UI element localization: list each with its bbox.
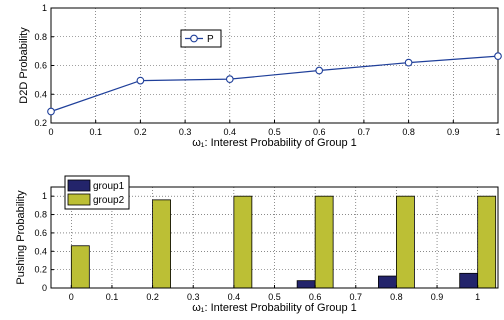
line-legend-label: P bbox=[207, 34, 214, 45]
line-chart-x-tick-label: 0.3 bbox=[179, 127, 192, 137]
bar-group2 bbox=[396, 195, 415, 289]
bar-chart-ticks: 0 0.1 0.2 0.3 0.4 0.5 0.6 0.7 0.8 0.9 1 0 0.2 0.4 0.6 0… bbox=[34, 191, 480, 302]
line-chart-x-axis-label: ω₁: Interest Probability of Group 1 bbox=[192, 137, 357, 149]
bar-group1 bbox=[459, 272, 479, 289]
line-chart-x-tick-label: 0.1 bbox=[89, 127, 102, 137]
line-point-marker bbox=[47, 107, 55, 116]
bar-chart-x-tick-label: 0.7 bbox=[350, 292, 363, 302]
bar-group2 bbox=[152, 199, 171, 289]
bar-chart-y-tick-label: 1 bbox=[42, 191, 47, 201]
line-point-marker bbox=[404, 58, 413, 67]
line-point-marker bbox=[494, 52, 502, 61]
line-chart-legend: P bbox=[180, 29, 222, 48]
bar-legend-swatch bbox=[67, 179, 91, 192]
line-chart-y-tick-label: 0.8 bbox=[34, 32, 47, 42]
line-chart-x-tick-label: 0.9 bbox=[447, 127, 460, 137]
bar-chart-panel: 0 0.1 0.2 0.3 0.4 0.5 0.6 0.7 0.8 0.9 1 0 0.2 0.4 0.6 0… bbox=[15, 175, 499, 314]
bar-legend-swatch bbox=[67, 193, 91, 206]
bar-group2 bbox=[477, 195, 497, 289]
bar-chart-legend: group1 group2 bbox=[64, 175, 130, 210]
line-chart-x-tick-label: 0.4 bbox=[224, 127, 237, 137]
bar-chart-y-tick-label: 0.4 bbox=[34, 246, 47, 256]
line-chart-x-tick-label: 0.2 bbox=[134, 127, 147, 137]
bar-chart-x-tick-label: 0 bbox=[69, 292, 74, 302]
line-point-marker bbox=[225, 75, 234, 84]
line-chart-x-tick-label: 0.6 bbox=[313, 127, 326, 137]
line-chart-y-tick-label: 0.2 bbox=[34, 118, 47, 128]
bar-chart-x-tick-label: 0.9 bbox=[431, 292, 444, 302]
line-chart-y-tick-label: 1 bbox=[42, 3, 47, 13]
line-point-marker bbox=[315, 66, 324, 75]
bar-group2 bbox=[70, 245, 90, 289]
bar-chart-x-tick-label: 0.1 bbox=[106, 292, 119, 302]
line-chart-x-tick-label: 0.5 bbox=[268, 127, 281, 137]
bar-chart-x-axis-label: ω₁: Interest Probability of Group 1 bbox=[192, 302, 357, 314]
bar-group1 bbox=[296, 280, 316, 289]
line-chart-panel: 0 0.1 0.2 0.3 0.4 0.5 0.6 0.7 0.8 0.9 1 0.2 0.4 0.6 0.… bbox=[18, 3, 502, 149]
bar-chart-x-tick-label: 0.8 bbox=[390, 292, 403, 302]
bar-chart-y-tick-label: 0 bbox=[42, 283, 47, 293]
bar-group2 bbox=[233, 195, 253, 289]
line-chart-grid bbox=[51, 8, 498, 123]
line-chart-x-tick-label: 0.7 bbox=[358, 127, 371, 137]
bar-chart-x-tick-label: 0.4 bbox=[228, 292, 241, 302]
bar-chart-x-tick-label: 0.6 bbox=[309, 292, 322, 302]
bar-chart-x-tick-label: 0.2 bbox=[146, 292, 159, 302]
line-series-P bbox=[50, 55, 499, 113]
line-chart-ticks: 0 0.1 0.2 0.3 0.4 0.5 0.6 0.7 0.8 0.9 1 0.2 0.4 0.6 0.… bbox=[34, 3, 500, 137]
bar-chart-y-axis-label: Pushing Probability bbox=[15, 190, 27, 285]
bar-chart-x-tick-label: 1 bbox=[475, 292, 480, 302]
bar-group1 bbox=[378, 275, 397, 289]
line-chart-y-tick-label: 0.6 bbox=[34, 61, 47, 71]
line-chart-x-tick-label: 0.8 bbox=[402, 127, 415, 137]
line-chart-y-axis-label: D2D Probability bbox=[18, 27, 30, 104]
bar-chart-x-tick-label: 0.5 bbox=[268, 292, 281, 302]
bar-group2 bbox=[314, 195, 334, 289]
line-legend-marker bbox=[190, 34, 198, 43]
line-chart-x-tick-label: 0 bbox=[48, 127, 53, 137]
line-point-marker bbox=[136, 76, 145, 85]
bar-chart-y-tick-label: 0.6 bbox=[34, 228, 47, 238]
bar-chart-x-tick-label: 0.3 bbox=[187, 292, 200, 302]
line-chart-marks bbox=[47, 52, 502, 116]
bar-chart-y-tick-label: 0.8 bbox=[34, 210, 47, 220]
bar-chart-marks bbox=[70, 195, 497, 289]
bar-legend-label: group1 bbox=[93, 181, 125, 192]
bar-chart-y-tick-label: 0.2 bbox=[34, 265, 47, 275]
bar-legend-label: group2 bbox=[93, 195, 125, 206]
line-chart-x-tick-label: 1 bbox=[495, 127, 500, 137]
line-chart-y-tick-label: 0.4 bbox=[34, 89, 47, 99]
